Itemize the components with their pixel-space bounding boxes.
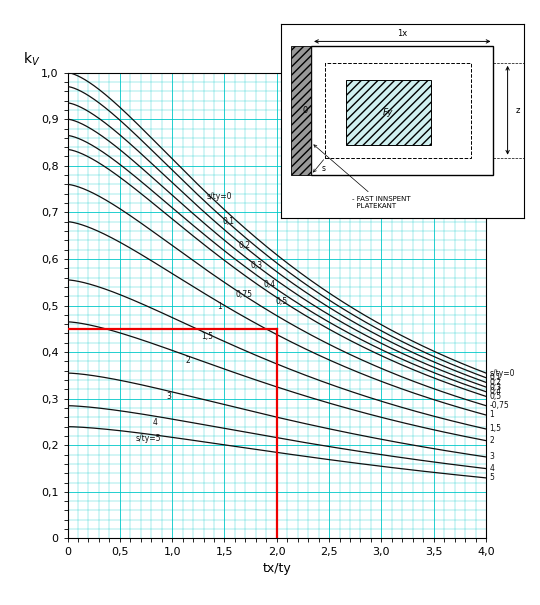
Text: 0,4: 0,4 — [263, 280, 275, 289]
Text: 2: 2 — [489, 436, 494, 445]
Text: 0,75: 0,75 — [236, 290, 253, 299]
Text: s/ty=0: s/ty=0 — [489, 368, 515, 378]
Text: 0: 0 — [302, 106, 308, 115]
Text: 1: 1 — [489, 411, 494, 419]
Text: 0,1: 0,1 — [222, 217, 234, 226]
Text: 0,5: 0,5 — [489, 392, 501, 401]
Text: 1,5: 1,5 — [489, 425, 501, 433]
Text: 1x: 1x — [397, 30, 407, 38]
Text: 4: 4 — [489, 464, 494, 473]
Text: 3: 3 — [489, 453, 494, 462]
Bar — [311, 46, 494, 175]
Text: 0,3: 0,3 — [251, 261, 263, 270]
Bar — [291, 46, 311, 175]
Bar — [325, 63, 471, 157]
Bar — [346, 80, 431, 145]
Text: 2: 2 — [186, 356, 191, 365]
Text: 1: 1 — [217, 301, 222, 310]
Text: 0,2: 0,2 — [238, 241, 250, 250]
Text: 0,1: 0,1 — [489, 373, 501, 382]
Text: - FAST INNSPENT
  PLATEKANT: - FAST INNSPENT PLATEKANT — [314, 145, 410, 209]
Text: 5: 5 — [489, 473, 494, 482]
Text: 0,2: 0,2 — [489, 378, 501, 387]
Text: 0,5: 0,5 — [276, 297, 288, 306]
Text: s/ty=5: s/ty=5 — [136, 434, 161, 443]
Text: s/ty=0: s/ty=0 — [207, 192, 232, 201]
Text: 1,5: 1,5 — [201, 332, 213, 341]
Text: 0,3: 0,3 — [489, 382, 501, 391]
Text: Fy: Fy — [383, 108, 393, 117]
Text: s: s — [321, 164, 325, 173]
Text: 3: 3 — [167, 392, 172, 401]
Text: 0,4: 0,4 — [489, 387, 501, 396]
Text: -0,75: -0,75 — [489, 401, 509, 410]
Text: 4: 4 — [152, 417, 157, 427]
Y-axis label: k$_V$: k$_V$ — [23, 51, 40, 68]
X-axis label: tx/ty: tx/ty — [262, 561, 291, 575]
Text: z: z — [516, 106, 520, 115]
